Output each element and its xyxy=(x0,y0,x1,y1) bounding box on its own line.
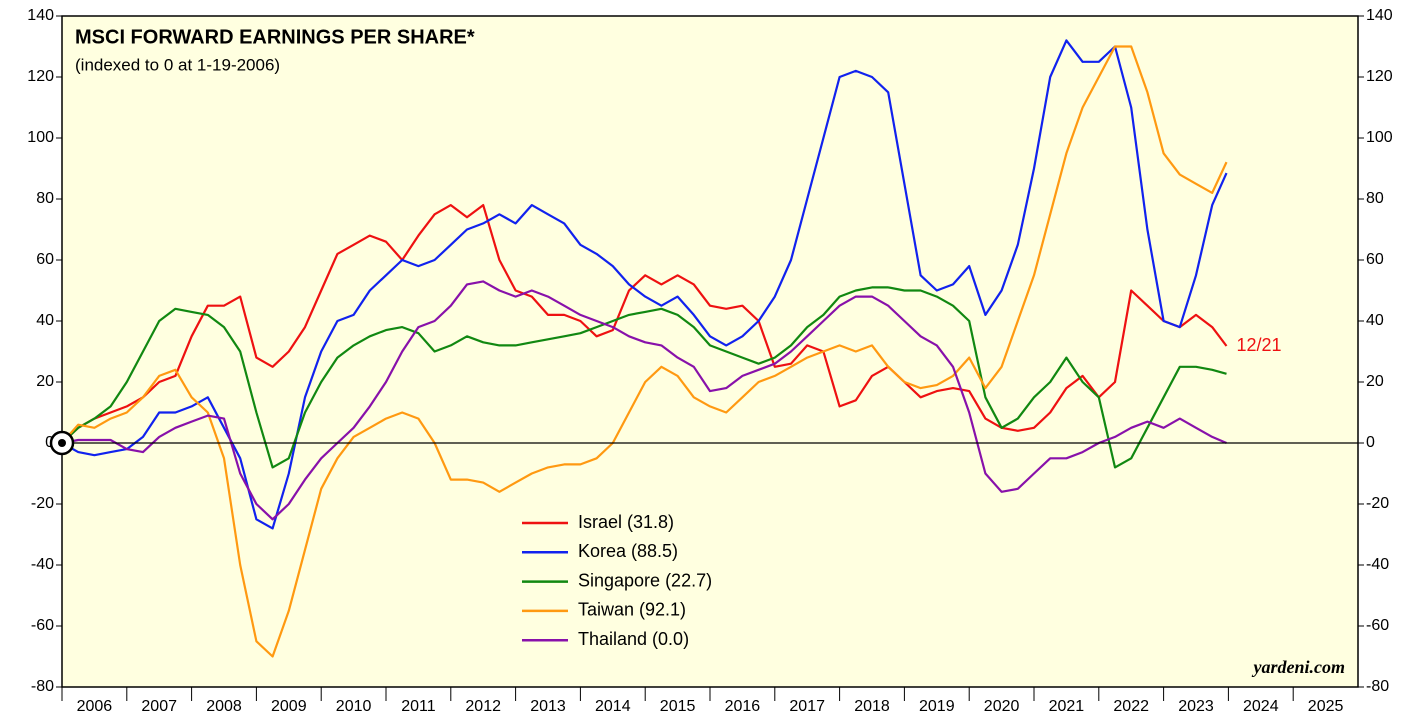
x-tick-label: 2018 xyxy=(854,698,890,715)
legend-label: Thailand (0.0) xyxy=(578,629,689,649)
y-tick-label: 100 xyxy=(27,129,54,146)
x-tick-label: 2024 xyxy=(1243,698,1279,715)
x-tick-label: 2007 xyxy=(141,698,177,715)
x-tick-label: 2006 xyxy=(77,698,113,715)
x-tick-label: 2025 xyxy=(1308,698,1344,715)
x-tick-label: 2019 xyxy=(919,698,955,715)
y2-tick-label: 120 xyxy=(1366,68,1393,85)
series-line xyxy=(61,204,1228,444)
y2-tick-label: 60 xyxy=(1366,251,1384,268)
y2-tick-label: -20 xyxy=(1366,495,1389,512)
x-tick-label: 2016 xyxy=(725,698,761,715)
x-tick-label: 2013 xyxy=(530,698,566,715)
x-tick-label: 2015 xyxy=(660,698,696,715)
y-tick-label: -80 xyxy=(31,678,54,695)
legend-label: Korea (88.5) xyxy=(578,541,678,561)
chart-title: MSCI FORWARD EARNINGS PER SHARE* xyxy=(75,26,475,48)
x-tick-label: 2012 xyxy=(465,698,501,715)
y-tick-label: -40 xyxy=(31,556,54,573)
x-tick-label: 2022 xyxy=(1113,698,1149,715)
series-line xyxy=(61,286,1227,469)
y2-tick-label: -80 xyxy=(1366,678,1389,695)
series-line xyxy=(61,39,1228,530)
lines xyxy=(61,39,1228,658)
y-tick-label: 0 xyxy=(45,434,54,451)
chart-subtitle: (indexed to 0 at 1-19-2006) xyxy=(75,55,280,74)
x-tick-label: 2008 xyxy=(206,698,242,715)
x-tick-label: 2020 xyxy=(984,698,1020,715)
legend-label: Israel (31.8) xyxy=(578,512,674,532)
y2-tick-label: 140 xyxy=(1366,7,1393,24)
source: yardeni.com xyxy=(1252,657,1346,677)
x-tick-label: 2009 xyxy=(271,698,307,715)
y2-tick-label: 80 xyxy=(1366,190,1384,207)
x-tick-label: 2014 xyxy=(595,698,631,715)
x-tick-label: 2021 xyxy=(1049,698,1085,715)
annotation: 12/21 xyxy=(1236,335,1281,355)
y-tick-label: 140 xyxy=(27,7,54,24)
x-tick-label: 2023 xyxy=(1178,698,1214,715)
y2-tick-label: 20 xyxy=(1366,373,1384,390)
x-tick-label: 2010 xyxy=(336,698,372,715)
x-tick-label: 2011 xyxy=(401,698,436,715)
y2-tick-label: 0 xyxy=(1366,434,1375,451)
y-tick-label: 20 xyxy=(36,373,54,390)
series-line xyxy=(61,45,1228,658)
y-tick-label: -20 xyxy=(31,495,54,512)
y2-tick-label: 40 xyxy=(1366,312,1384,329)
y-tick-label: 40 xyxy=(36,312,54,329)
y2-tick-label: -40 xyxy=(1366,556,1389,573)
y-tick-label: 120 xyxy=(27,68,54,85)
legend-label: Singapore (22.7) xyxy=(578,570,712,590)
y-tick-label: 80 xyxy=(36,190,54,207)
y-tick-label: -60 xyxy=(31,617,54,634)
y-tick-label: 60 xyxy=(36,251,54,268)
y2-tick-label: 100 xyxy=(1366,129,1393,146)
x-tick-label: 2017 xyxy=(789,698,825,715)
plot-area xyxy=(61,15,1359,688)
origin-dot xyxy=(58,439,66,447)
series-line xyxy=(61,280,1227,521)
legend-label: Taiwan (92.1) xyxy=(578,600,686,620)
y2-tick-label: -60 xyxy=(1366,617,1389,634)
